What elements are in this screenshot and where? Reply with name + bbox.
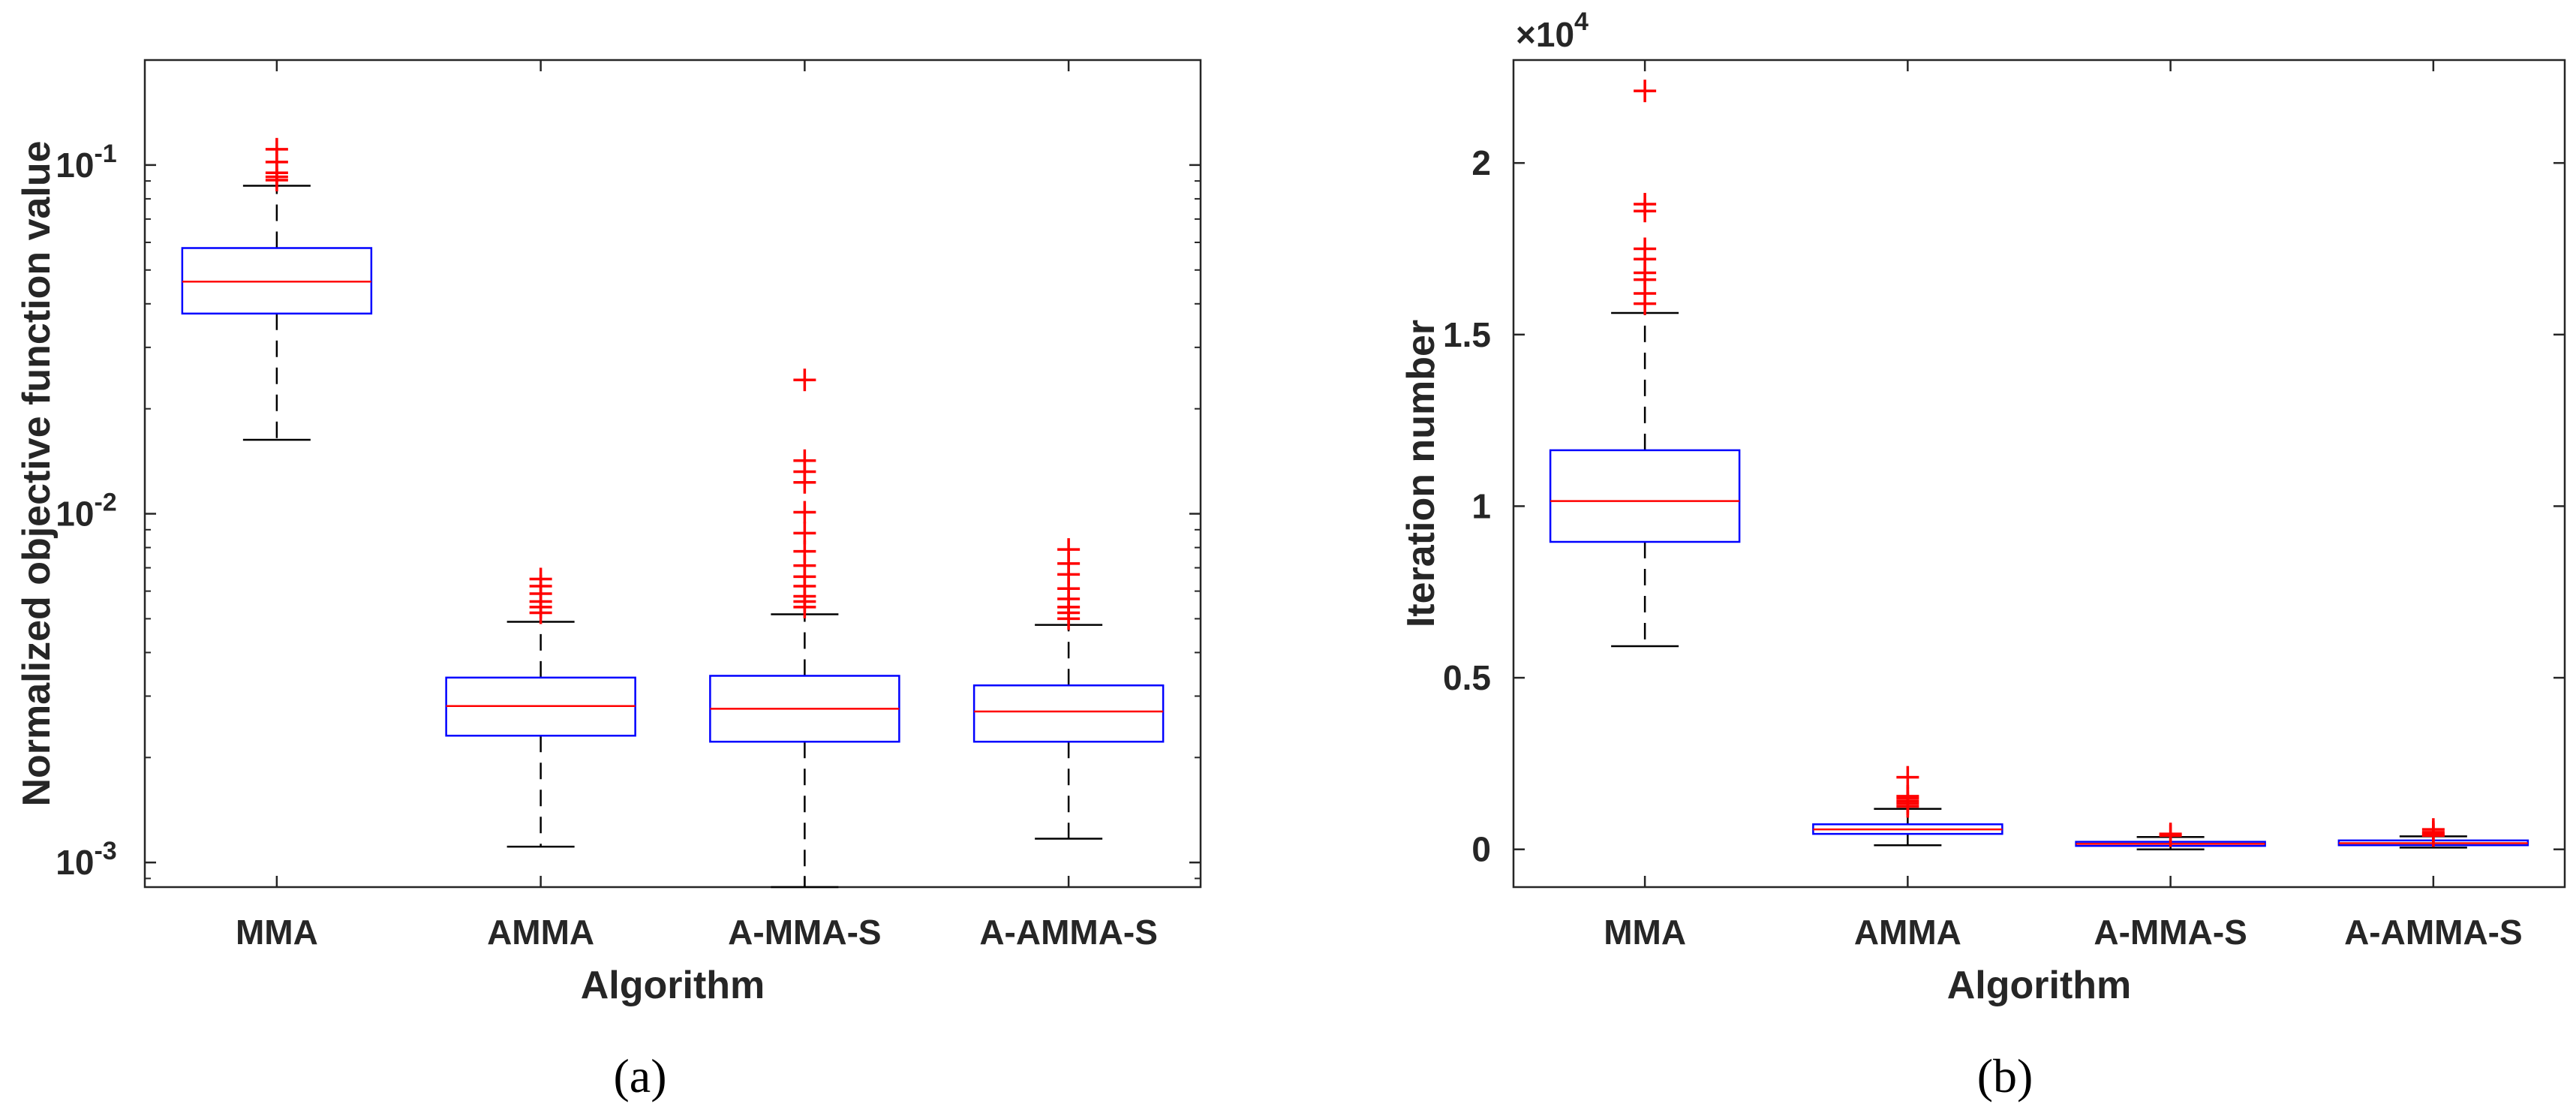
iqr-box <box>1549 449 1741 543</box>
outlier-marker <box>1896 784 1919 808</box>
y-tick-label: 10-2 <box>56 489 116 534</box>
x-category-label: A-AMMA-S <box>2344 913 2523 952</box>
y-tick-label: 10-3 <box>56 837 116 882</box>
y-tick-label: 0 <box>1471 830 1491 869</box>
outlier-marker <box>1634 193 1657 216</box>
outlier-marker <box>793 449 816 472</box>
y-axis-multiplier: ×104 <box>1516 8 1589 54</box>
plot-frame <box>1512 59 2566 889</box>
outlier-marker <box>793 501 816 524</box>
box-a-amma-s <box>972 538 1165 840</box>
x-axis-title: Algorithm <box>1947 964 2132 1007</box>
y-tick-label: 10-1 <box>56 140 116 185</box>
x-category-label: AMMA <box>487 913 594 952</box>
box-amma <box>1812 766 2003 847</box>
outlier-marker <box>529 567 552 591</box>
box-a-amma-s <box>2337 818 2529 849</box>
outlier-marker <box>793 522 816 545</box>
y-tick-label: 1.5 <box>1443 315 1491 354</box>
x-category-label: AMMA <box>1854 913 1961 952</box>
y-tick-exponent: -2 <box>94 489 116 517</box>
outlier-marker <box>1634 80 1657 103</box>
outlier-marker <box>1057 538 1081 561</box>
y-axis-title: Normalized objective function value <box>15 140 59 806</box>
y-tick-base: 10 <box>56 843 94 882</box>
panel-b-chart: 0 0.5 1 1.5 2 MMA AMMA A-MMA-S A-AMMA-S Iteration… <box>1399 8 2566 1007</box>
y-tick-label: 2 <box>1471 143 1491 182</box>
box-amma <box>445 567 636 848</box>
plot-frame <box>143 59 1202 889</box>
y-tick-label: 0.5 <box>1443 658 1491 697</box>
iqr-box <box>972 684 1165 743</box>
y-tick-exponent: -3 <box>94 837 116 865</box>
multiplier-base: ×10 <box>1516 15 1574 54</box>
x-category-label: MMA <box>236 913 318 952</box>
y-tick-base: 10 <box>56 495 94 534</box>
y-tick-exponent: -1 <box>94 140 116 168</box>
x-category-label: MMA <box>1604 913 1686 952</box>
outlier-marker <box>2421 818 2445 841</box>
x-axis-title: Algorithm <box>581 964 765 1007</box>
outlier-marker <box>793 368 816 392</box>
y-axis-title: Iteration number <box>1399 320 1443 627</box>
outlier-marker <box>265 137 288 161</box>
box-a-mma-s <box>2075 823 2266 850</box>
box-mma <box>181 137 373 441</box>
outlier-marker <box>2159 823 2182 846</box>
x-category-label: A-MMA-S <box>728 913 881 952</box>
outlier-marker <box>1634 237 1657 260</box>
y-tick-base: 10 <box>56 146 94 185</box>
y-tick-label: 1 <box>1471 486 1491 525</box>
panel-b-caption: (b) <box>1977 1049 2033 1102</box>
multiplier-exponent: 4 <box>1574 8 1589 36</box>
box-a-mma-s <box>709 368 900 889</box>
x-category-label: A-MMA-S <box>2094 913 2247 952</box>
outlier-marker <box>1896 766 1919 789</box>
x-category-label: A-AMMA-S <box>979 913 1158 952</box>
box-mma <box>1549 80 1741 648</box>
panel-a-caption: (a) <box>613 1049 666 1102</box>
